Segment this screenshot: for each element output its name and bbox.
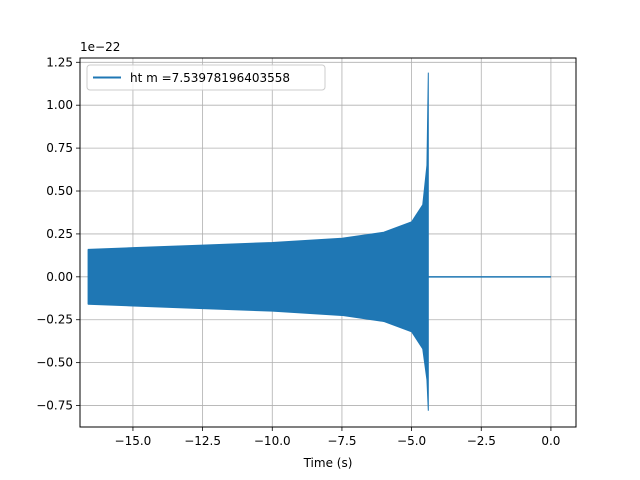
x-tick-label: −12.5	[184, 434, 221, 448]
y-tick-label: −0.25	[36, 313, 73, 327]
axes-frame	[79, 57, 577, 428]
x-axis: −15.0 −12.5 −10.0 −7.5 −5.0 −2.5 0.0	[115, 427, 560, 448]
x-tick-label: −7.5	[327, 434, 356, 448]
y-tick-label: 0.75	[46, 141, 73, 155]
x-tick-label: −2.5	[467, 434, 496, 448]
y-tick-label: 0.00	[46, 270, 73, 284]
y-tick-label: −0.75	[36, 399, 73, 413]
y-tick-label: 0.25	[46, 227, 73, 241]
legend-label: ht m =7.53978196403558	[130, 71, 290, 85]
x-tick-label: −15.0	[115, 434, 152, 448]
y-tick-label: −0.50	[36, 356, 73, 370]
x-tick-label: −5.0	[397, 434, 426, 448]
y-offset-label: 1e−22	[80, 40, 120, 54]
waveform-envelope	[87, 72, 429, 411]
y-axis: −0.75 −0.50 −0.25 0.00 0.25 0.50 0.75 1.00 1.25	[36, 55, 80, 413]
y-tick-label: 1.25	[46, 55, 73, 69]
y-tick-label: 0.50	[46, 184, 73, 198]
x-tick-label: 0.0	[541, 434, 560, 448]
legend: ht m =7.53978196403558	[86, 64, 326, 91]
series-group	[87, 72, 551, 411]
x-tick-label: −10.0	[254, 434, 291, 448]
legend-box	[86, 64, 326, 91]
x-axis-label: Time (s)	[303, 456, 353, 470]
y-tick-label: 1.00	[46, 98, 73, 112]
